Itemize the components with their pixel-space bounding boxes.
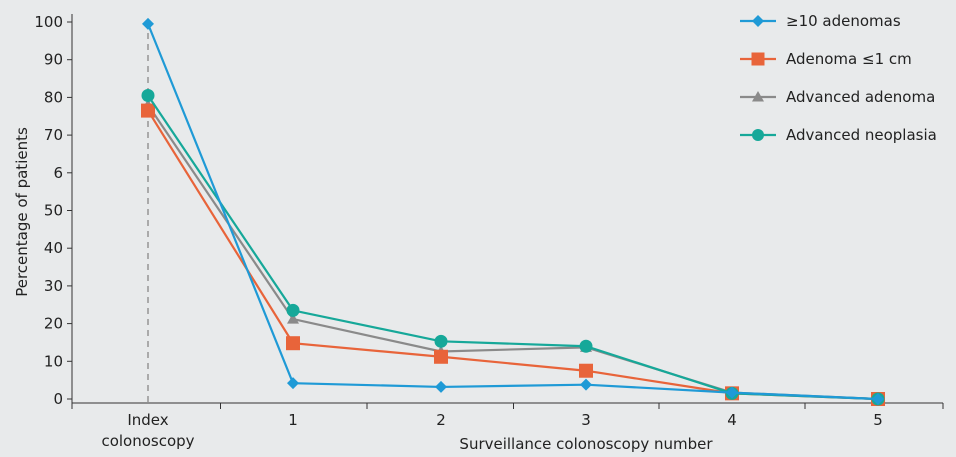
legend-label: Advanced neoplasia: [786, 126, 937, 144]
series-3: [141, 89, 885, 406]
data-point: [579, 339, 593, 353]
axes: 0 10 20 30 40 50 6 70 80 90 100 Index colonoscopy 1 2 3…: [34, 13, 944, 450]
legend-item: Adenoma ≤1 cm: [740, 50, 912, 68]
series-line: [147, 110, 879, 401]
series-layer: [141, 17, 885, 406]
x-tick-label: 5: [873, 411, 883, 429]
legend-item: Advanced neoplasia: [740, 126, 937, 144]
data-point: [726, 386, 738, 399]
legend-item: Advanced adenoma: [740, 88, 935, 106]
legend-item: ≥10 adenomas: [740, 12, 901, 30]
series-line: [147, 94, 879, 401]
data-point: [286, 303, 300, 317]
legend-label: ≥10 adenomas: [786, 12, 901, 30]
y-tick-label: 90: [44, 51, 63, 69]
data-point: [142, 17, 154, 30]
x-tick-label: Index colonoscopy: [101, 411, 194, 450]
data-point: [287, 313, 299, 324]
y-tick-label: 30: [44, 277, 63, 295]
data-point: [286, 336, 300, 351]
data-point: [141, 103, 155, 118]
y-tick-label: 40: [44, 239, 63, 257]
legend-label: Adenoma ≤1 cm: [786, 50, 912, 68]
data-point: [580, 378, 592, 391]
y-tick-label: 80: [44, 88, 63, 106]
x-tick-label: 3: [581, 411, 591, 429]
x-tick-label: 1: [288, 411, 298, 429]
y-tick-label: 20: [44, 315, 63, 333]
data-point: [287, 377, 299, 390]
data-point: [141, 89, 155, 103]
legend-marker: [751, 52, 765, 66]
series-line: [146, 23, 879, 401]
y-axis-label: Percentage of patients: [13, 127, 31, 297]
legend-label: Advanced adenoma: [786, 88, 935, 106]
y-tick-label: 50: [44, 202, 63, 220]
data-point: [435, 380, 447, 393]
y-tick-label: 70: [44, 126, 63, 144]
series-line: [147, 104, 879, 401]
y-tick-label: 6: [53, 164, 63, 182]
series-0: [142, 17, 884, 405]
x-axis-label: Surveillance colonoscopy number: [459, 435, 713, 453]
data-point: [579, 363, 593, 378]
legend: ≥10 adenomas Adenoma ≤1 cm Advanced adenom…: [740, 12, 937, 144]
legend-marker: [752, 91, 764, 102]
y-tick-label: 0: [53, 390, 63, 408]
y-tick-label: 100: [34, 13, 63, 31]
x-tick-label: 4: [727, 411, 737, 429]
data-point: [434, 349, 448, 364]
data-point: [872, 393, 884, 405]
data-point: [434, 334, 448, 348]
legend-marker: [752, 15, 764, 27]
x-tick-label: 2: [436, 411, 446, 429]
y-tick-label: 10: [44, 352, 63, 370]
series-1: [141, 103, 885, 406]
legend-marker: [752, 129, 764, 141]
